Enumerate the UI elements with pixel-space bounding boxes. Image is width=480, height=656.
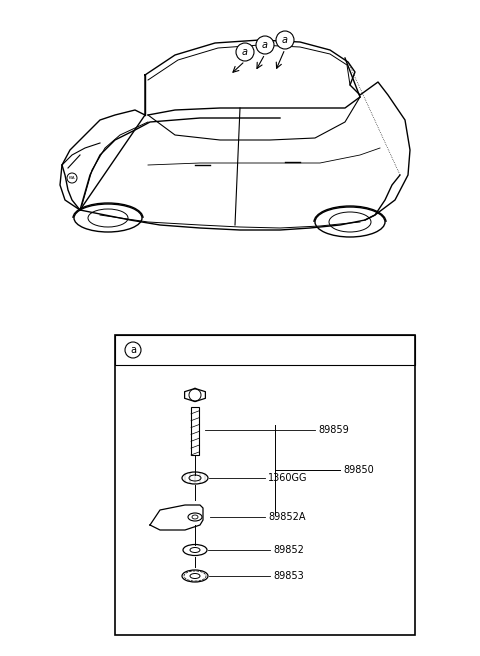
Text: KIA: KIA: [69, 176, 75, 180]
Text: 89859: 89859: [318, 425, 349, 435]
Ellipse shape: [189, 475, 201, 481]
Bar: [115, 335, 415, 365]
Ellipse shape: [182, 472, 208, 484]
Ellipse shape: [182, 570, 208, 582]
Text: a: a: [242, 47, 248, 57]
Text: a: a: [262, 40, 268, 50]
Circle shape: [276, 31, 294, 49]
Ellipse shape: [192, 515, 198, 519]
Text: 1360GG: 1360GG: [268, 473, 308, 483]
Ellipse shape: [190, 548, 200, 552]
Bar: [191, 407, 199, 455]
Text: 89852A: 89852A: [268, 512, 305, 522]
Text: 89853: 89853: [273, 571, 304, 581]
Text: a: a: [282, 35, 288, 45]
Text: a: a: [130, 345, 136, 355]
Ellipse shape: [183, 544, 207, 556]
Circle shape: [236, 43, 254, 61]
Polygon shape: [185, 388, 205, 401]
Text: 89852: 89852: [273, 545, 304, 555]
Polygon shape: [150, 505, 203, 530]
Ellipse shape: [188, 513, 202, 521]
Text: 89850: 89850: [343, 465, 374, 475]
Circle shape: [256, 36, 274, 54]
Circle shape: [125, 342, 141, 358]
Ellipse shape: [190, 573, 200, 579]
